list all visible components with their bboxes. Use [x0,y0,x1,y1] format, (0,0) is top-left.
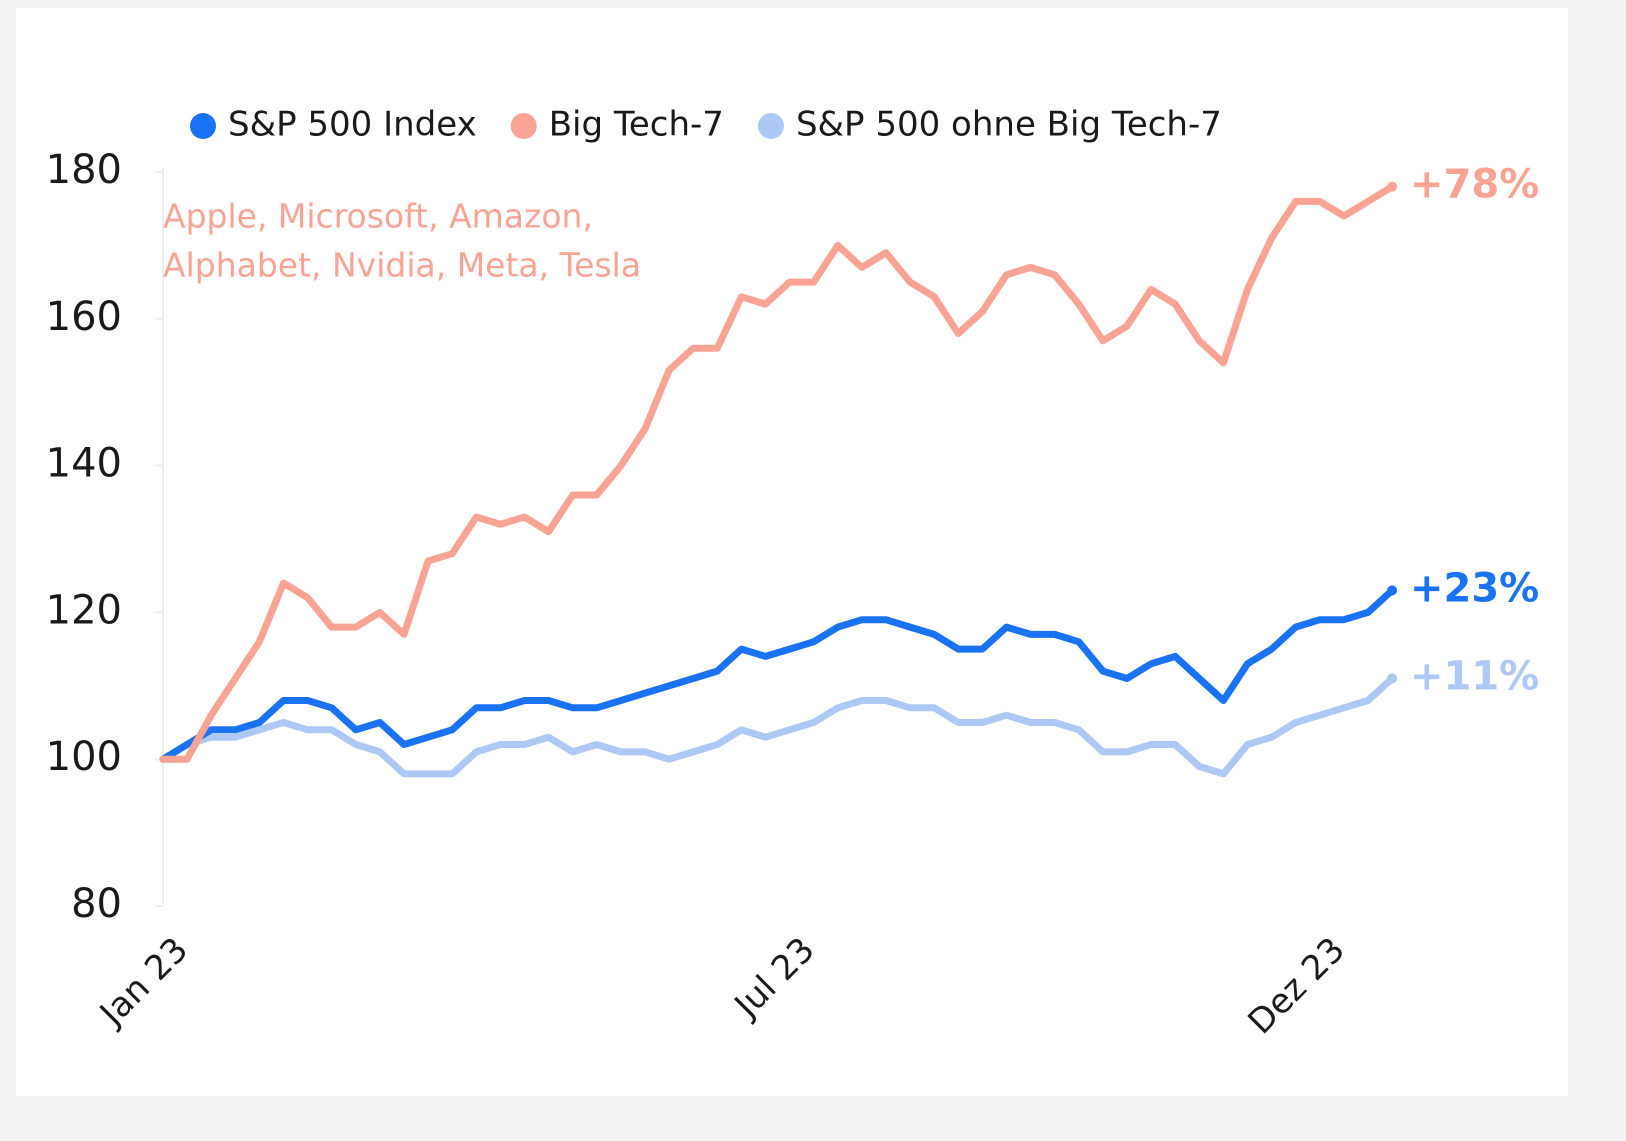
legend-label: S&P 500 ohne Big Tech-7 [796,105,1222,145]
legend-label: Big Tech-7 [549,105,724,145]
y-tick-label: 160 [46,294,122,340]
legend-marker [757,113,784,139]
end-label: +23% [1410,565,1539,611]
end-label: +11% [1410,653,1539,699]
end-dot [1387,181,1398,192]
legend-label: S&P 500 Index [228,105,477,145]
annotation: Alphabet, Nvidia, Meta, Tesla [163,246,641,285]
series-line [159,675,1396,778]
legend-marker [190,113,216,139]
legend-marker [510,113,537,139]
y-tick-label: 180 [46,147,122,193]
annotation: Apple, Microsoft, Amazon, [163,197,593,236]
y-tick-label: 100 [46,734,122,780]
y-tick-label: 120 [46,587,122,633]
chart-panel [16,8,1568,1096]
end-dot [1387,585,1398,596]
y-tick-label: 140 [46,441,122,487]
series-line [159,183,1396,763]
y-tick-label: 80 [71,881,122,927]
series-line [159,586,1396,763]
end-dot [1387,673,1398,684]
end-label: +78% [1410,162,1539,208]
